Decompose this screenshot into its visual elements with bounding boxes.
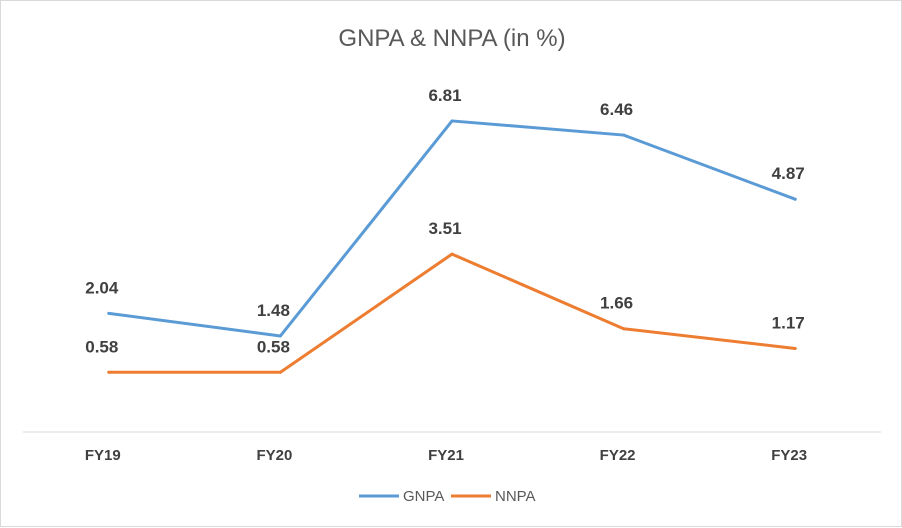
x-tick-label-fy19: FY19 [85, 447, 121, 464]
nnpa-data-label-fy20: 0.58 [257, 337, 290, 356]
gnpa-point-fy23 [793, 197, 797, 201]
legend-label-nnpa: NNPA [495, 488, 536, 505]
gnpa-point-fy20 [278, 334, 282, 338]
gnpa-point-fy22 [622, 133, 626, 137]
x-tick-label-fy23: FY23 [771, 447, 807, 464]
legend-item-gnpa: GNPA [359, 488, 444, 505]
x-tick-layer: FY19 FY20 FY21 FY22 FY23 [85, 447, 807, 464]
gnpa-point-fy19 [107, 311, 111, 315]
nnpa-point-fy20 [278, 370, 282, 374]
nnpa-data-label-fy19: 0.58 [85, 337, 118, 356]
nnpa-point-fy23 [793, 346, 797, 350]
x-tick-label-fy22: FY22 [600, 447, 636, 464]
gnpa-data-label-fy22: 6.46 [600, 100, 633, 119]
x-tick-label-fy21: FY21 [428, 447, 464, 464]
chart-title: GNPA & NNPA (in %) [338, 25, 565, 52]
nnpa-series-line [107, 252, 797, 374]
gnpa-data-label-fy20: 1.48 [257, 301, 290, 320]
nnpa-data-label-fy21: 3.51 [428, 219, 461, 238]
legend-label-gnpa: GNPA [403, 488, 444, 505]
data-label-layer: 2.04 1.48 6.81 6.46 4.87 0.58 0.58 3.51 1.66 1.17 [85, 86, 804, 356]
nnpa-data-label-fy22: 1.66 [600, 294, 633, 313]
nnpa-point-fy19 [107, 370, 111, 374]
gnpa-data-label-fy21: 6.81 [428, 86, 461, 105]
legend-item-nnpa: NNPA [451, 488, 536, 505]
gnpa-data-label-fy23: 4.87 [772, 164, 805, 183]
nnpa-point-fy22 [622, 327, 626, 331]
gnpa-data-label-fy19: 2.04 [85, 278, 119, 297]
nnpa-point-fy21 [450, 252, 454, 256]
nnpa-data-label-fy23: 1.17 [772, 313, 805, 332]
legend: GNPA NNPA [359, 488, 536, 505]
series-layer [107, 119, 797, 374]
gnpa-point-fy21 [450, 119, 454, 123]
x-tick-label-fy20: FY20 [256, 447, 292, 464]
